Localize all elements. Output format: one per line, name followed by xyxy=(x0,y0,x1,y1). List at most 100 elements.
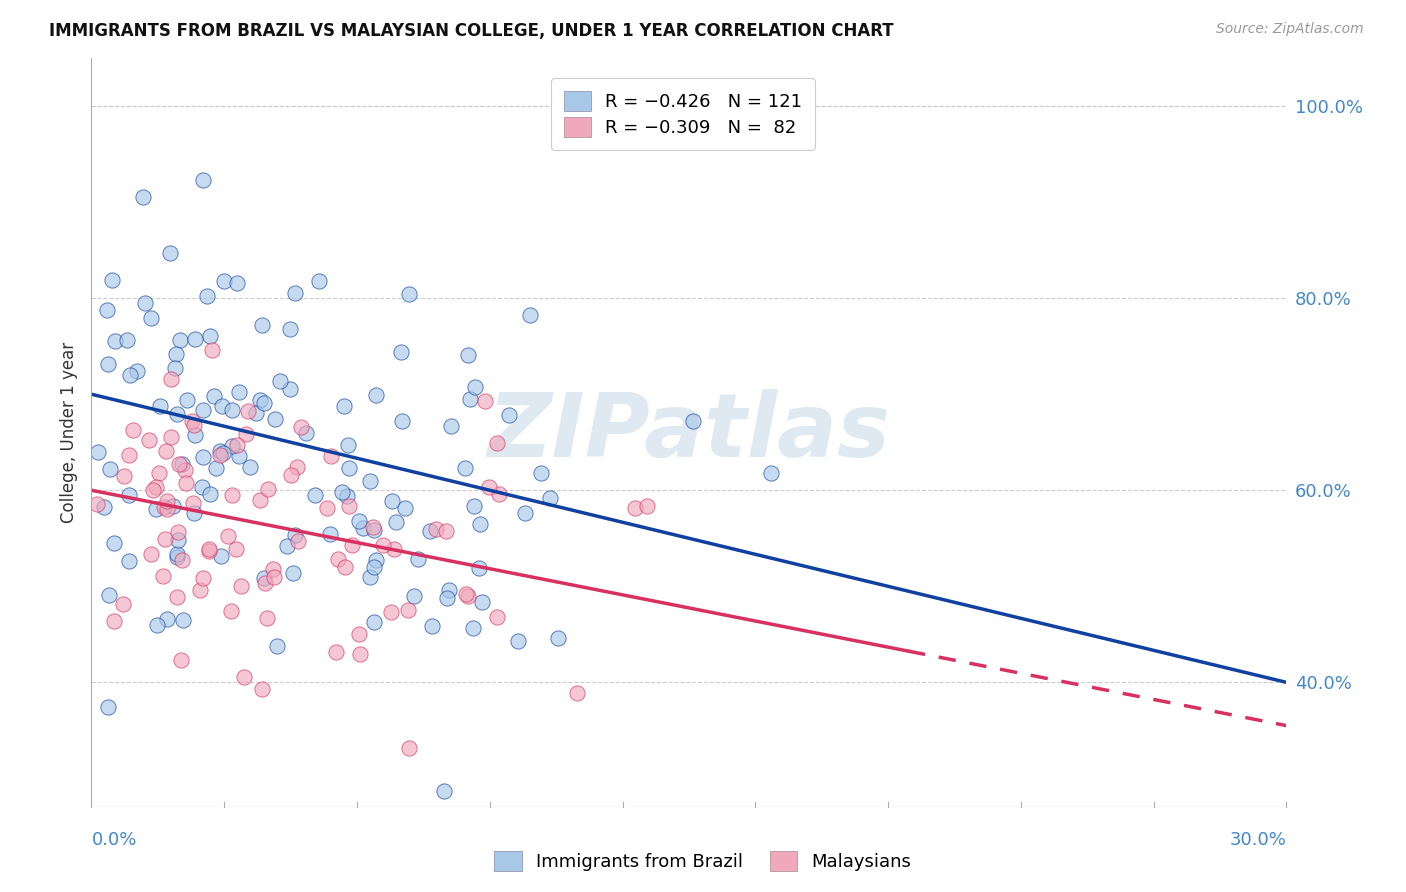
Point xyxy=(86,497,108,511)
Point xyxy=(249,492,271,507)
Point xyxy=(547,631,569,645)
Point xyxy=(371,538,394,552)
Point xyxy=(253,571,276,585)
Point xyxy=(104,334,127,348)
Point xyxy=(141,547,163,561)
Point xyxy=(337,461,360,475)
Point xyxy=(167,524,190,539)
Point xyxy=(682,414,704,428)
Point xyxy=(250,682,273,697)
Point xyxy=(513,506,536,520)
Point xyxy=(406,552,429,566)
Point xyxy=(488,487,510,501)
Point xyxy=(565,685,588,699)
Point xyxy=(363,615,385,629)
Point xyxy=(287,534,309,549)
Point xyxy=(183,507,205,521)
Point xyxy=(433,784,456,798)
Point xyxy=(538,491,561,505)
Point xyxy=(167,533,190,547)
Point xyxy=(363,559,385,574)
Point xyxy=(478,480,501,494)
Point xyxy=(228,449,250,463)
Point xyxy=(193,450,215,464)
Point xyxy=(221,403,243,417)
Point xyxy=(96,302,118,317)
Point xyxy=(226,438,249,452)
Legend: R = −0.426   N = 121, R = −0.309   N =  82: R = −0.426 N = 121, R = −0.309 N = 82 xyxy=(551,78,815,150)
Point xyxy=(160,372,183,386)
Point xyxy=(519,308,541,322)
Point xyxy=(278,382,301,396)
Point xyxy=(232,670,254,684)
Point xyxy=(112,597,135,611)
Point xyxy=(165,347,187,361)
Point xyxy=(93,500,115,514)
Point xyxy=(398,287,420,301)
Point xyxy=(217,529,239,543)
Point xyxy=(389,344,412,359)
Point xyxy=(336,438,359,452)
Point xyxy=(394,500,416,515)
Point xyxy=(337,500,360,514)
Point xyxy=(333,399,356,413)
Point xyxy=(118,368,141,383)
Point xyxy=(474,394,496,409)
Point xyxy=(759,467,782,481)
Point xyxy=(434,524,457,538)
Text: 30.0%: 30.0% xyxy=(1230,831,1286,849)
Point xyxy=(236,403,259,417)
Point xyxy=(97,357,120,371)
Point xyxy=(191,571,214,585)
Point xyxy=(262,561,284,575)
Point xyxy=(463,499,485,513)
Point xyxy=(191,480,214,494)
Point xyxy=(132,189,155,203)
Point xyxy=(197,541,219,556)
Point xyxy=(181,414,204,428)
Point xyxy=(340,539,363,553)
Y-axis label: College, Under 1 year: College, Under 1 year xyxy=(59,342,77,524)
Point xyxy=(636,499,658,513)
Point xyxy=(352,521,374,535)
Point xyxy=(198,487,221,501)
Point xyxy=(623,500,645,515)
Point xyxy=(153,500,176,515)
Point xyxy=(364,552,387,566)
Point xyxy=(115,333,138,347)
Point xyxy=(183,418,205,433)
Point xyxy=(398,741,420,756)
Point xyxy=(468,516,491,531)
Point xyxy=(436,591,458,605)
Point xyxy=(319,527,342,541)
Point xyxy=(437,582,460,597)
Point xyxy=(281,566,304,580)
Point xyxy=(285,459,308,474)
Point xyxy=(391,414,413,428)
Point xyxy=(530,466,553,480)
Point xyxy=(284,528,307,542)
Point xyxy=(118,554,141,568)
Point xyxy=(202,389,225,403)
Point xyxy=(145,501,167,516)
Point xyxy=(160,430,183,444)
Point xyxy=(245,406,267,420)
Point xyxy=(198,329,221,343)
Point xyxy=(276,539,298,553)
Point xyxy=(250,318,273,333)
Point xyxy=(156,494,179,508)
Point xyxy=(172,553,194,567)
Point xyxy=(228,385,250,400)
Point xyxy=(166,407,188,421)
Point xyxy=(183,427,205,442)
Point xyxy=(197,544,219,558)
Point xyxy=(280,322,302,336)
Point xyxy=(385,515,408,529)
Point xyxy=(349,647,371,661)
Point xyxy=(118,488,141,502)
Point xyxy=(308,274,330,288)
Point xyxy=(212,274,235,288)
Point xyxy=(295,425,318,440)
Point xyxy=(464,380,486,394)
Point xyxy=(125,364,148,378)
